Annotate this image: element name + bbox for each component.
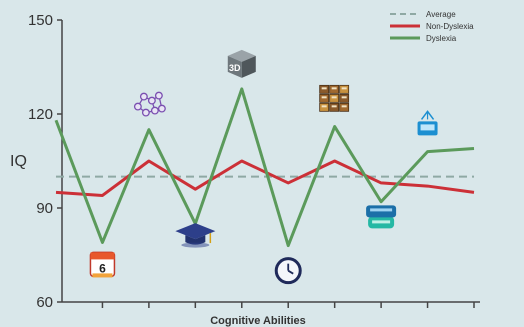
cube-label: 3D <box>229 63 241 73</box>
y-tick-label: 90 <box>36 200 53 217</box>
x-ticks <box>101 302 475 308</box>
y-axis-label: IQ <box>10 153 27 170</box>
x-axis-label: Cognitive Abilities <box>210 315 306 327</box>
network-icon <box>133 91 166 117</box>
y-tick-label: 120 <box>28 106 53 123</box>
series-line-dyslexia <box>54 87 475 248</box>
calendar-icon: 6 <box>89 251 116 278</box>
calendar-day-label: 6 <box>99 261 106 275</box>
clock-icon <box>274 257 302 285</box>
cube-icon: 3D <box>227 49 256 78</box>
legend: Average Non-Dyslexia Dyslexia <box>390 10 474 43</box>
legend-label: Non-Dyslexia <box>426 22 474 31</box>
legend-label: Average <box>426 10 456 19</box>
y-tick-label: 150 <box>28 12 53 29</box>
series-layer <box>54 87 475 248</box>
icon-layer: 6 3D <box>89 49 438 285</box>
y-ticks: 60 90 120 150 <box>28 12 62 311</box>
legend-label: Dyslexia <box>426 34 457 43</box>
blocks-icon <box>319 84 350 112</box>
graduation-cap-icon <box>175 223 216 248</box>
scanner-icon <box>417 110 438 136</box>
stack-icon <box>366 205 397 229</box>
y-tick-label: 60 <box>36 294 53 311</box>
axes <box>61 20 480 303</box>
